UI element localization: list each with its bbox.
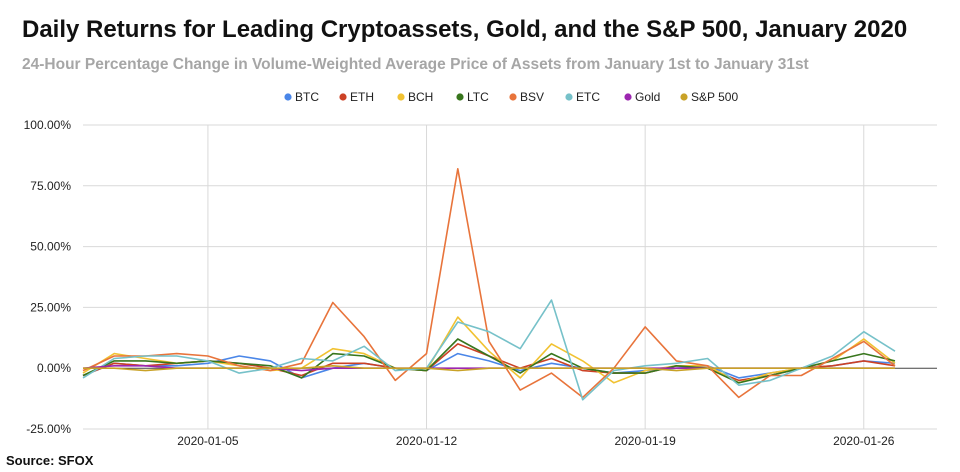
legend: BTC ETH BCH LTC BSV ETC Gold S&P 500 xyxy=(284,90,738,104)
source-note: Source: SFOX xyxy=(6,453,94,468)
y-axis: -25.00% 0.00% 25.00% 50.00% 75.00% 100.00% xyxy=(24,118,72,436)
legend-marker xyxy=(456,93,464,101)
series-line-s-p-500 xyxy=(83,364,895,372)
legend-marker xyxy=(339,93,347,101)
legend-label: ETH xyxy=(350,90,374,104)
legend-label: BCH xyxy=(408,90,433,104)
legend-marker xyxy=(509,93,517,101)
y-tick-label: 100.00% xyxy=(24,118,72,132)
legend-marker xyxy=(680,93,688,101)
x-tick-label: 2020-01-05 xyxy=(177,434,239,448)
y-tick-label: 0.00% xyxy=(37,361,71,375)
legend-label: BSV xyxy=(520,90,544,104)
legend-label: S&P 500 xyxy=(691,90,738,104)
x-tick-label: 2020-01-12 xyxy=(396,434,458,448)
x-axis: 2020-01-05 2020-01-12 2020-01-19 2020-01-26 xyxy=(177,434,895,448)
y-tick-label: -25.00% xyxy=(26,422,71,436)
y-tick-label: 25.00% xyxy=(30,300,71,314)
series-line-etc xyxy=(82,299,896,401)
x-tick-label: 2020-01-19 xyxy=(614,434,676,448)
chart-subtitle: 24-Hour Percentage Change in Volume-Weig… xyxy=(22,56,809,73)
x-tick-label: 2020-01-26 xyxy=(833,434,895,448)
series-line-bch xyxy=(82,316,896,384)
y-tick-label: 75.00% xyxy=(30,179,71,193)
legend-marker xyxy=(284,93,292,101)
legend-label: LTC xyxy=(467,90,489,104)
legend-marker xyxy=(397,93,405,101)
legend-marker xyxy=(624,93,632,101)
series-lines xyxy=(82,168,896,401)
y-tick-label: 50.00% xyxy=(30,240,71,254)
legend-label: Gold xyxy=(635,90,660,104)
legend-label: ETC xyxy=(576,90,600,104)
legend-marker xyxy=(565,93,573,101)
grid-lines xyxy=(83,124,937,430)
legend-label: BTC xyxy=(295,90,319,104)
series-line-btc xyxy=(82,352,896,379)
series-line-ltc xyxy=(82,338,896,384)
chart-title: Daily Returns for Leading Cryptoassets, … xyxy=(22,16,908,43)
